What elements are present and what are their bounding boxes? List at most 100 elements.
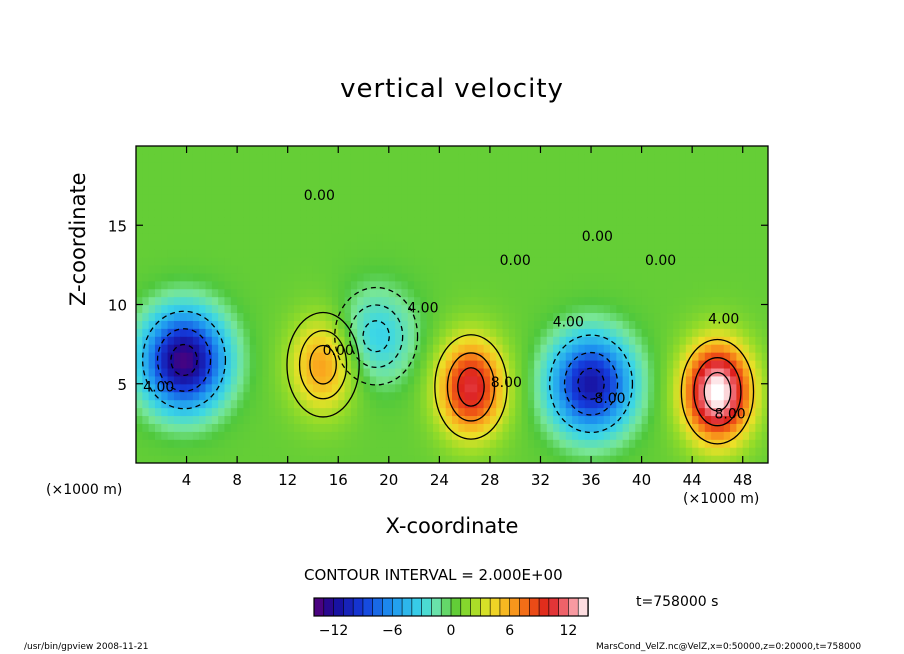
field-cell (527, 415, 535, 424)
field-cell (452, 344, 459, 353)
field-cell (610, 233, 617, 242)
field-cell (540, 161, 548, 171)
field-cell (420, 209, 428, 218)
field-cell (553, 352, 561, 361)
field-cell (470, 304, 478, 314)
field-cell (515, 201, 523, 211)
field-cell (148, 383, 156, 393)
field-cell (603, 344, 611, 353)
field-cell (395, 415, 403, 424)
field-cell (730, 431, 737, 440)
field-cell (154, 304, 162, 314)
field-cell (224, 161, 232, 171)
field-cell (723, 431, 731, 440)
field-cell (483, 233, 491, 242)
field-cell (205, 193, 213, 203)
field-cell (306, 256, 314, 266)
field-cell (584, 185, 592, 195)
field-cell (749, 280, 756, 290)
field-cell (211, 264, 219, 274)
field-cell (154, 280, 162, 290)
field-cell (363, 312, 371, 321)
field-cell (502, 296, 510, 306)
field-cell (458, 344, 466, 353)
field-cell (180, 169, 188, 179)
field-cell (306, 241, 314, 250)
field-cell (458, 146, 466, 155)
field-cell (300, 153, 308, 163)
field-cell (540, 367, 548, 377)
field-cell (243, 217, 251, 226)
field-cell (698, 185, 706, 195)
field-cell (325, 272, 333, 282)
field-cell (666, 272, 674, 282)
field-cell (357, 407, 365, 417)
field-cell (154, 161, 162, 171)
field-cell (331, 455, 339, 463)
field-cell (730, 185, 737, 195)
field-cell (376, 177, 384, 187)
field-cell (376, 367, 384, 377)
field-cell (142, 320, 150, 329)
field-cell (527, 455, 535, 463)
field-cell (698, 312, 706, 321)
field-cell (742, 320, 750, 329)
field-cell (685, 352, 693, 361)
field-cell (249, 233, 257, 242)
field-cell (205, 352, 213, 361)
field-cell (414, 146, 421, 155)
field-cell (660, 146, 668, 155)
field-cell (350, 391, 358, 401)
field-cell (628, 241, 636, 250)
field-cell (730, 201, 737, 211)
field-cell (647, 391, 655, 401)
field-cell (452, 320, 459, 329)
field-cell (205, 161, 213, 171)
field-cell (578, 352, 586, 361)
field-cell (628, 367, 636, 377)
field-cell (426, 344, 434, 353)
field-cell (452, 272, 459, 282)
field-cell (433, 336, 440, 345)
field-cell (666, 439, 674, 448)
field-cell (294, 146, 301, 155)
field-cell (591, 288, 598, 298)
field-cell (553, 367, 561, 377)
field-cell (584, 296, 592, 306)
field-cell (597, 399, 605, 409)
field-cell (211, 399, 219, 409)
field-cell (489, 177, 497, 187)
field-cell (243, 241, 251, 250)
field-cell (508, 249, 516, 258)
field-cell (458, 233, 466, 242)
field-cell (249, 359, 257, 369)
field-cell (679, 304, 687, 314)
field-cell (736, 407, 744, 417)
field-cell (635, 201, 643, 211)
field-cell (192, 272, 200, 282)
field-cell (610, 439, 617, 448)
field-cell (483, 344, 491, 353)
field-cell (521, 209, 529, 218)
field-cell (319, 209, 327, 218)
field-cell (382, 146, 390, 155)
field-cell (572, 407, 579, 417)
field-cell (439, 344, 447, 353)
field-cell (470, 201, 478, 211)
field-cell (275, 146, 282, 155)
field-cell (173, 312, 181, 321)
field-cell (331, 439, 339, 448)
field-cell (211, 153, 219, 163)
field-cell (736, 177, 744, 187)
field-cell (654, 391, 662, 401)
field-cell (622, 280, 630, 290)
field-cell (357, 146, 365, 155)
field-cell (148, 328, 156, 337)
field-cell (578, 201, 586, 211)
field-cell (161, 367, 169, 377)
field-cell (673, 328, 681, 337)
field-cell (407, 296, 415, 306)
field-cell (704, 264, 712, 274)
field-cell (218, 288, 226, 298)
field-cell (376, 455, 384, 463)
